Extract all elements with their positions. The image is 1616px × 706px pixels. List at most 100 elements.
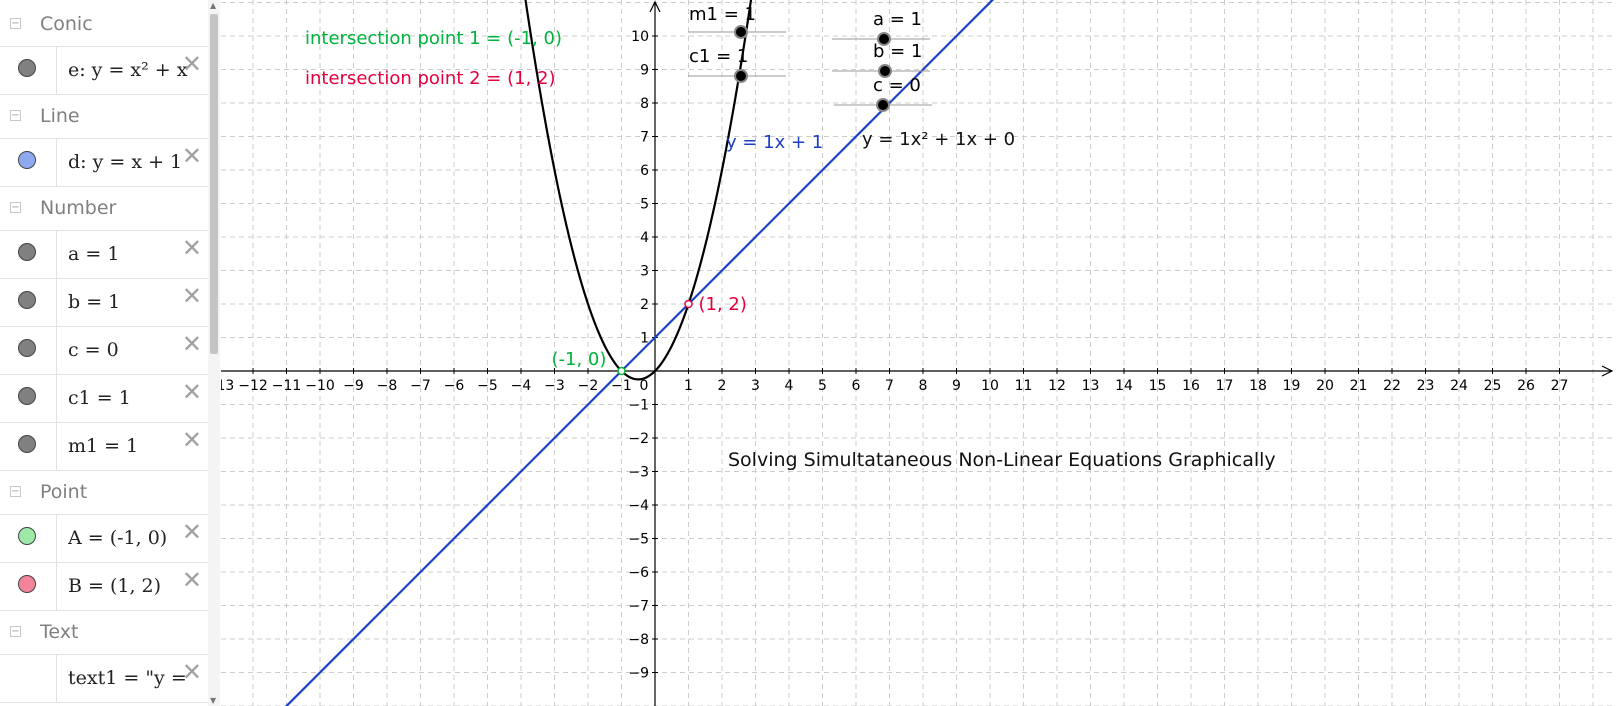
visibility-toggle-icon[interactable] xyxy=(18,291,36,309)
algebra-item-text[interactable]: c1 = 1 xyxy=(68,387,131,409)
y-tick-label: 3 xyxy=(640,264,649,280)
axis-tick-labels: −13−12−11−10−9−8−7−6−5−4−3−2−11234567891… xyxy=(221,29,1568,682)
visibility-cell[interactable] xyxy=(0,422,57,470)
visibility-toggle-icon[interactable] xyxy=(18,575,36,593)
title-text: Solving Simultataneous Non-Linear Equati… xyxy=(728,449,1276,471)
delete-icon[interactable]: ✕ xyxy=(181,330,202,358)
delete-icon[interactable]: ✕ xyxy=(181,234,202,262)
algebra-item[interactable]: d: y = x + 1 ✕ xyxy=(0,138,208,187)
scroll-up-arrow-icon[interactable]: ▲ xyxy=(210,1,217,10)
collapse-toggle-icon[interactable]: − xyxy=(10,110,21,121)
y-tick-label: 10 xyxy=(631,29,649,45)
visibility-cell[interactable] xyxy=(0,230,57,278)
slider-handle[interactable] xyxy=(876,98,890,112)
algebra-item-text[interactable]: b = 1 xyxy=(68,291,121,313)
x-tick-label: −7 xyxy=(410,378,431,394)
algebra-item-text[interactable]: A = (-1, 0) xyxy=(68,527,168,549)
category-number: − Number xyxy=(0,186,208,231)
delete-icon[interactable]: ✕ xyxy=(181,566,202,594)
parabola-e[interactable] xyxy=(523,0,753,381)
y-tick-label: 2 xyxy=(640,297,649,313)
visibility-toggle-icon[interactable] xyxy=(18,59,36,77)
visibility-toggle-icon[interactable] xyxy=(18,527,36,545)
slider-handle[interactable] xyxy=(877,32,891,46)
slider-label: c1 = 1 xyxy=(689,46,748,67)
algebra-item[interactable]: b = 1 ✕ xyxy=(0,278,208,327)
delete-icon[interactable]: ✕ xyxy=(181,282,202,310)
algebra-item[interactable]: e: y = x² + x ✕ xyxy=(0,46,208,95)
x-tick-label: 21 xyxy=(1350,378,1368,394)
scroll-down-arrow-icon[interactable]: ▼ xyxy=(210,696,217,705)
intersection-point-1-text: intersection point 1 = (-1, 0) xyxy=(305,28,562,49)
category-text: − Text xyxy=(0,610,208,655)
collapse-toggle-icon[interactable]: − xyxy=(10,486,21,497)
y-tick-label: 8 xyxy=(640,96,649,112)
y-tick-label: 6 xyxy=(640,163,649,179)
algebra-item[interactable]: m1 = 1 ✕ xyxy=(0,422,208,471)
visibility-toggle-icon[interactable] xyxy=(18,387,36,405)
delete-icon[interactable]: ✕ xyxy=(181,142,202,170)
algebra-item-text[interactable]: d: y = x + 1 xyxy=(68,151,183,173)
visibility-cell[interactable] xyxy=(0,654,57,702)
y-axis-arrow-icon xyxy=(649,0,661,13)
delete-icon[interactable]: ✕ xyxy=(181,50,202,78)
delete-icon[interactable]: ✕ xyxy=(181,426,202,454)
category-line: − Line xyxy=(0,94,208,139)
visibility-cell[interactable] xyxy=(0,138,57,186)
collapse-toggle-icon[interactable]: − xyxy=(10,626,21,637)
delete-icon[interactable]: ✕ xyxy=(181,378,202,406)
y-tick-label: 7 xyxy=(640,130,649,146)
x-tick-label: 2 xyxy=(718,378,727,394)
algebra-item-text[interactable]: B = (1, 2) xyxy=(68,575,162,597)
algebra-item-text[interactable]: a = 1 xyxy=(68,243,120,265)
algebra-scrollbar[interactable]: ▲ ▼ xyxy=(208,0,220,706)
x-tick-label: 23 xyxy=(1417,378,1435,394)
slider-handle[interactable] xyxy=(734,69,748,83)
algebra-item[interactable]: c1 = 1 ✕ xyxy=(0,374,208,423)
visibility-cell[interactable] xyxy=(0,326,57,374)
graphics-view[interactable]: −13−12−11−10−9−8−7−6−5−4−3−2−11234567891… xyxy=(221,0,1616,706)
x-tick-label: 8 xyxy=(919,378,928,394)
algebra-item-text[interactable]: text1 = "y = xyxy=(68,667,187,689)
visibility-cell[interactable] xyxy=(0,514,57,562)
x-axis-arrow-icon xyxy=(1601,365,1614,377)
slider-handle[interactable] xyxy=(734,25,748,39)
visibility-toggle-icon[interactable] xyxy=(18,435,36,453)
x-tick-label: 16 xyxy=(1182,378,1200,394)
visibility-toggle-icon[interactable] xyxy=(18,243,36,261)
delete-icon[interactable]: ✕ xyxy=(181,658,202,686)
x-tick-label: −11 xyxy=(272,378,302,394)
y-tick-label: −2 xyxy=(628,431,649,447)
visibility-toggle-icon[interactable] xyxy=(18,151,36,169)
x-tick-label: 15 xyxy=(1149,378,1167,394)
algebra-item[interactable]: a = 1 ✕ xyxy=(0,230,208,279)
scrollbar-thumb[interactable] xyxy=(210,14,218,354)
point-1 xyxy=(617,366,626,376)
algebra-item[interactable]: text1 = "y = ✕ xyxy=(0,654,208,703)
slider-label: a = 1 xyxy=(873,9,922,30)
visibility-cell[interactable] xyxy=(0,278,57,326)
algebra-item[interactable]: B = (1, 2) ✕ xyxy=(0,562,208,611)
x-tick-label: −13 xyxy=(221,378,234,394)
point-label: (-1, 0) xyxy=(552,349,607,370)
line-d[interactable] xyxy=(253,0,1057,706)
algebra-item-text[interactable]: m1 = 1 xyxy=(68,435,139,457)
collapse-toggle-icon[interactable]: − xyxy=(10,202,21,213)
collapse-toggle-icon[interactable]: − xyxy=(10,18,21,29)
visibility-cell[interactable] xyxy=(0,374,57,422)
delete-icon[interactable]: ✕ xyxy=(181,518,202,546)
visibility-cell[interactable] xyxy=(0,46,57,94)
x-tick-label: 12 xyxy=(1048,378,1066,394)
x-tick-label: 20 xyxy=(1316,378,1334,394)
slider-handle[interactable] xyxy=(878,64,892,78)
algebra-item-text[interactable]: c = 0 xyxy=(68,339,119,361)
visibility-toggle-icon[interactable] xyxy=(18,339,36,357)
slider-label: m1 = 1 xyxy=(689,4,756,25)
visibility-cell[interactable] xyxy=(0,562,57,610)
x-tick-label: 24 xyxy=(1450,378,1468,394)
x-tick-label: 1 xyxy=(684,378,693,394)
algebra-item-text[interactable]: e: y = x² + x xyxy=(68,59,188,81)
y-tick-label: −8 xyxy=(628,632,649,648)
algebra-item[interactable]: A = (-1, 0) ✕ xyxy=(0,514,208,563)
algebra-item[interactable]: c = 0 ✕ xyxy=(0,326,208,375)
